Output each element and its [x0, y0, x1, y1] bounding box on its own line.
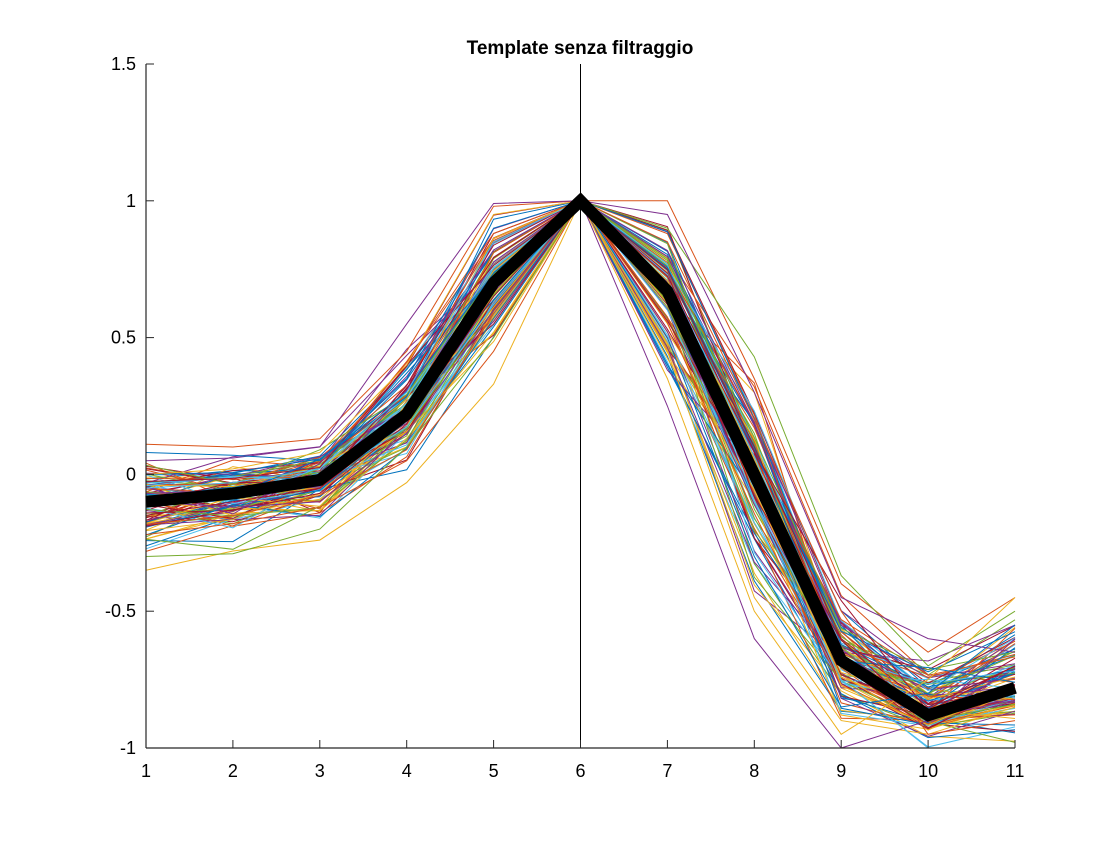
chart-title: Template senza filtraggio — [467, 38, 694, 59]
y-tick-label: 1 — [126, 191, 136, 211]
x-tick-label: 11 — [1006, 761, 1025, 781]
x-tick-label: 6 — [575, 761, 585, 781]
axes: 1 2 3 4 5 6 7 8 9 10 11 -1 -0.5 0 0.5 1 1.5 — [105, 54, 1024, 781]
x-tick-label: 1 — [141, 761, 151, 781]
x-tick-label: 2 — [228, 761, 238, 781]
x-tick-label: 9 — [836, 761, 846, 781]
mean-template-line — [145, 192, 1017, 722]
x-tick-label: 7 — [662, 761, 672, 781]
x-tick-label: 3 — [315, 761, 325, 781]
x-tick-label: 5 — [489, 761, 499, 781]
x-tick-label: 4 — [402, 761, 412, 781]
y-tick-label: 0 — [126, 464, 136, 484]
y-tick-label: 1.5 — [111, 54, 136, 74]
x-tick-label: 10 — [918, 761, 938, 781]
y-tick-label: -0.5 — [105, 601, 136, 621]
y-tick-label: 0.5 — [111, 328, 136, 348]
x-tick-label: 8 — [749, 761, 759, 781]
mean-template-series — [145, 192, 1017, 722]
y-tick-label: -1 — [120, 738, 136, 758]
